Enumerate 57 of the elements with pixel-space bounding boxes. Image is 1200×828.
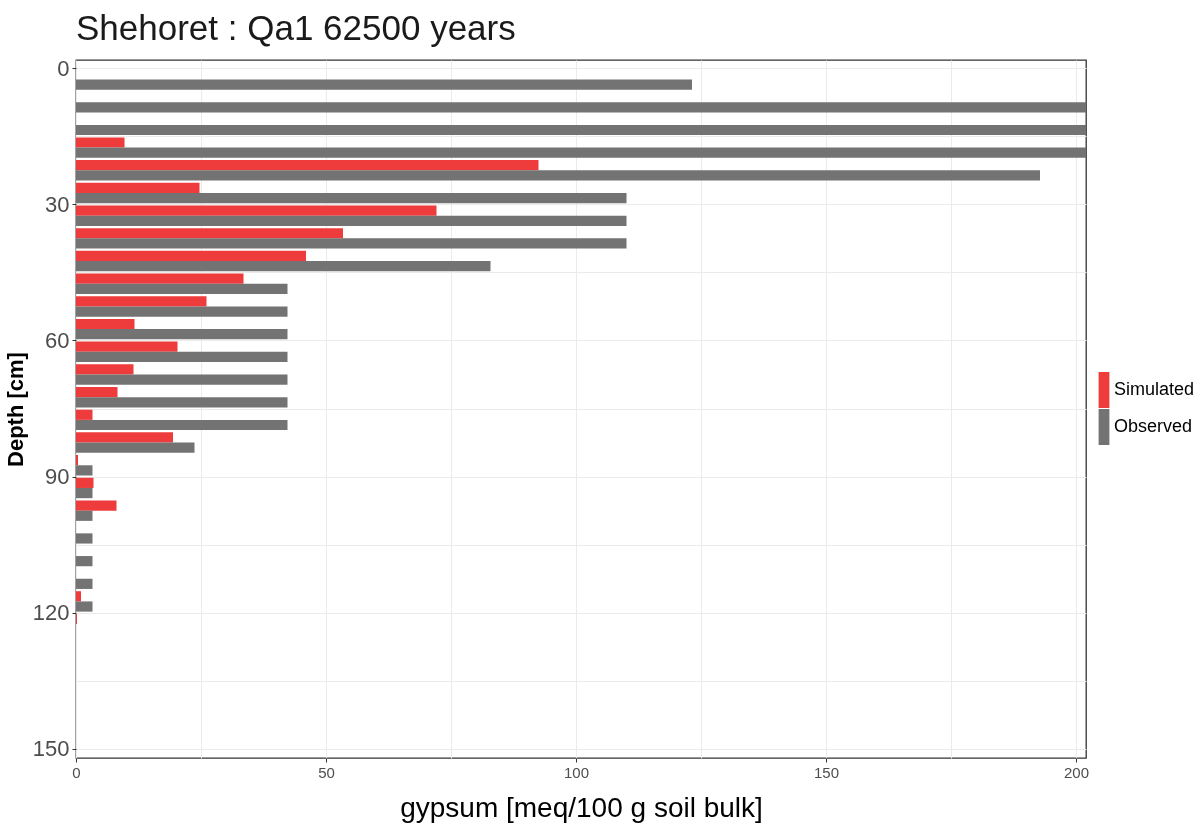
bar <box>76 500 117 511</box>
bar <box>76 409 93 420</box>
x-tick-label: 0 <box>72 763 81 781</box>
bar <box>76 273 244 284</box>
y-axis-title: Depth [cm] <box>2 352 28 467</box>
bar <box>76 329 288 340</box>
bar <box>76 306 288 317</box>
bar <box>76 374 288 385</box>
y-tick-label: 120 <box>32 600 70 626</box>
x-tick-label: 100 <box>563 763 590 781</box>
bar <box>76 79 692 90</box>
chart-title: Shehoret : Qa1 62500 years <box>76 8 516 48</box>
bar <box>76 533 93 544</box>
bar <box>76 465 93 476</box>
bar <box>76 510 93 521</box>
bar <box>76 556 93 567</box>
bar <box>76 102 1086 113</box>
x-tick-label: 200 <box>1063 763 1090 781</box>
bar <box>76 419 288 431</box>
bar <box>76 432 173 443</box>
bar <box>76 364 134 375</box>
bar <box>76 192 627 204</box>
bar <box>76 205 437 216</box>
bar <box>76 182 200 193</box>
legend-label: Observed <box>1114 416 1193 436</box>
legend-label: Simulated <box>1114 379 1195 399</box>
y-tick-label: 0 <box>57 55 70 81</box>
x-tick-label: 150 <box>813 763 840 781</box>
y-tick-label: 60 <box>45 327 70 353</box>
bar <box>76 261 491 272</box>
bar <box>76 442 195 453</box>
bar <box>76 487 93 499</box>
bar <box>76 351 288 363</box>
bar <box>76 318 135 330</box>
bar <box>76 215 627 226</box>
bar <box>76 386 118 398</box>
bar <box>76 397 288 408</box>
x-axis-title: gypsum [meq/100 g soil bulk] <box>400 791 763 823</box>
bar <box>76 296 207 307</box>
bar <box>76 601 93 612</box>
x-tick-label: 50 <box>318 763 335 781</box>
bar <box>76 238 627 249</box>
bar <box>76 477 94 488</box>
bar <box>76 578 93 589</box>
bar <box>76 283 288 294</box>
bar <box>76 341 178 352</box>
y-tick-label: 150 <box>32 736 70 762</box>
y-tick-label: 90 <box>45 464 70 490</box>
bar <box>76 137 125 148</box>
bar <box>76 228 343 239</box>
bar <box>76 591 81 602</box>
y-tick-label: 30 <box>45 191 70 217</box>
bar <box>76 124 1086 136</box>
bar <box>76 160 539 171</box>
bar <box>76 147 1086 158</box>
bar <box>76 250 306 262</box>
bar <box>76 170 1040 181</box>
